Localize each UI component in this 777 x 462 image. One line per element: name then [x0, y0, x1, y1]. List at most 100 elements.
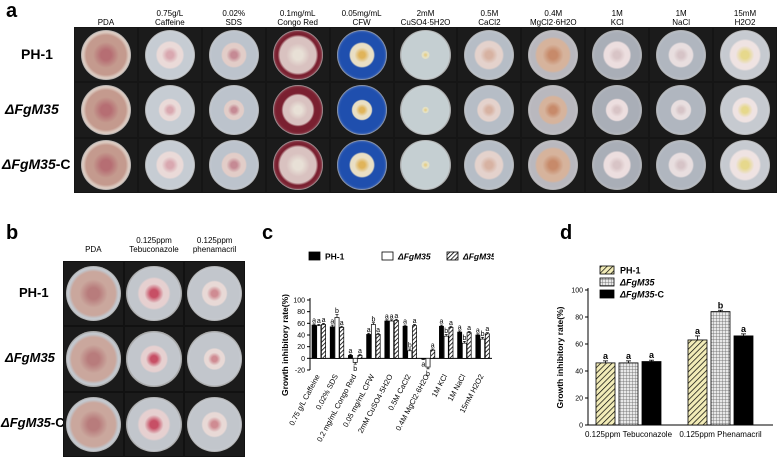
bar	[475, 334, 481, 359]
panel-a-column-header: 0.02% SDS	[202, 9, 266, 27]
significance-letter: b	[462, 335, 466, 342]
bar	[687, 339, 708, 426]
significance-letter: a	[394, 313, 398, 320]
plate-cell	[586, 83, 649, 137]
bar	[384, 320, 390, 359]
significance-letter: a	[349, 348, 353, 355]
column-header-line2: SDS	[225, 18, 242, 27]
panel-a-plate-grid	[74, 27, 777, 193]
panel-a-column-header: 2mM CuSO4·5H2O	[394, 9, 458, 27]
petri-plate	[336, 140, 387, 191]
label-suffix-text: -C	[55, 156, 71, 173]
legend-swatch	[599, 265, 615, 275]
plate-cell	[202, 28, 265, 82]
y-tick-label: 0	[579, 423, 583, 430]
petri-plate	[208, 140, 259, 191]
column-header-line1: 0.125ppm	[196, 236, 233, 245]
bar	[334, 317, 340, 359]
plate-cell	[522, 83, 585, 137]
column-header-line2: H2O2	[734, 18, 756, 27]
bar	[348, 355, 353, 359]
x-tick-label: 1M KCl	[430, 372, 450, 398]
plate-cell	[124, 392, 184, 456]
petri-plate	[272, 29, 323, 80]
significance-letter: a	[317, 318, 321, 325]
y-tick-label: 100	[571, 288, 583, 295]
petri-plate	[208, 84, 259, 136]
column-header-line1: 0.125ppm	[136, 236, 172, 245]
plate-cell	[75, 138, 137, 192]
significance-letter: a	[358, 348, 362, 355]
bar	[443, 335, 449, 359]
panel-b-plate-grid	[63, 261, 245, 457]
label-italic-text: ΔFgM35	[1, 415, 51, 431]
label-italic-text: ΔFgM35	[5, 101, 59, 117]
petri-plate	[144, 140, 195, 191]
significance-letter: a	[367, 327, 371, 334]
petri-plate	[528, 29, 579, 80]
bar	[461, 342, 467, 359]
panel-a-column-header: 0.05mg/mL CFW	[330, 9, 394, 27]
petri-plate	[65, 396, 121, 452]
chart-d: 0 20 40 60 80 100 Growth inhibitory rate(%) PH-…	[555, 265, 773, 439]
petri-plate	[528, 84, 579, 136]
label-text: PH-1	[21, 45, 53, 62]
plate-cell	[714, 83, 776, 137]
significance-letter: a	[449, 320, 453, 327]
plate-cell	[522, 28, 585, 82]
panel-a-row-label: ΔFgM35	[5, 101, 59, 117]
panel-b-column-header: PDA	[63, 245, 124, 254]
petri-plate	[126, 331, 182, 387]
column-header-line2: Tebuconazole	[129, 245, 179, 254]
legend-swatch	[446, 251, 459, 261]
y-tick-label: 60	[297, 321, 305, 328]
petri-plate	[719, 29, 771, 80]
column-header-line2: Caffeine	[155, 18, 185, 27]
bar	[366, 334, 372, 359]
panel-a-column-header: PDA	[74, 18, 138, 27]
bar	[710, 311, 731, 426]
bar	[733, 335, 754, 426]
significance-letter: a	[440, 319, 444, 326]
legend-label: ΔFgM35-C	[619, 290, 665, 300]
bar	[352, 357, 358, 363]
plate-cell	[75, 83, 137, 137]
bar	[641, 361, 662, 426]
y-tick-label: 20	[297, 344, 305, 351]
y-tick-label: -20	[295, 368, 305, 375]
plate-cell	[714, 138, 776, 192]
bar	[425, 357, 431, 368]
bar	[375, 334, 381, 359]
plate-cell	[330, 83, 393, 137]
plate-cell	[266, 28, 329, 82]
petri-plate	[144, 84, 195, 136]
significance-letter: a	[741, 324, 747, 334]
x-tick-label: 0.125ppm Phenamacril	[679, 430, 761, 439]
label-suffix-text: -C	[50, 415, 65, 431]
petri-plate	[656, 84, 707, 136]
y-tick-label: 80	[575, 315, 583, 322]
panel-d-letter: d	[560, 222, 573, 244]
plate-cell	[522, 138, 585, 192]
column-header-line2: MgCl2·6H2O	[529, 18, 577, 27]
plate-cell	[266, 83, 329, 137]
panel-b-row-label: ΔFgM35	[5, 350, 55, 365]
petri-plate	[187, 396, 243, 452]
column-header-line2: Congo Red	[277, 18, 318, 27]
petri-plate	[336, 84, 387, 136]
column-header-line1: 2mM	[416, 9, 435, 18]
plate-cell	[394, 138, 457, 192]
panel-a-letter: a	[6, 0, 18, 22]
bar	[480, 338, 486, 359]
panel-a-column-header: 0.5M CaCl2	[457, 9, 521, 27]
significance-letter: b	[481, 331, 485, 338]
y-axis-label: Growth inhibitory rate(%)	[280, 294, 290, 396]
petri-plate	[528, 140, 579, 191]
significance-letter: b	[718, 300, 724, 310]
panel-a-column-header: 1M NaCl	[649, 9, 713, 27]
bar	[339, 327, 345, 359]
plate-cell	[458, 83, 521, 137]
plate-cell	[586, 138, 649, 192]
y-tick-label: 0	[301, 356, 305, 363]
